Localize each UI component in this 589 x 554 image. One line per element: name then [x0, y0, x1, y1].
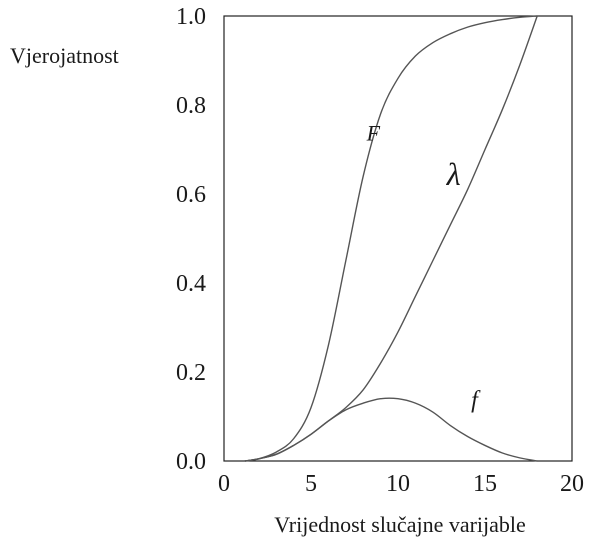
curve-label: f [471, 388, 481, 414]
x-tick-label: 0 [218, 471, 230, 497]
y-tick-label: 0.4 [176, 271, 206, 297]
x-tick-label: 5 [305, 471, 317, 497]
y-tick-label: 0.2 [176, 360, 206, 386]
curve-label: F [366, 121, 381, 146]
y-axis-title: Vjerojatnost [10, 43, 119, 68]
series-line-1 [244, 15, 538, 462]
series-line-3 [244, 397, 538, 462]
curve-label: λ [446, 156, 461, 192]
ticks-layer: 0 5 10 15 20 0.0 0.2 0.4 0.6 0.8 1.0 [176, 4, 584, 497]
x-tick-label: 15 [473, 471, 497, 497]
y-tick-label: 0.8 [176, 93, 206, 119]
y-tick-label: 1.0 [176, 4, 206, 30]
x-axis-title: Vrijednost slučajne varijable [274, 512, 526, 537]
x-tick-label: 10 [386, 471, 410, 497]
y-tick-label: 0.0 [176, 449, 206, 475]
series-line-2 [244, 15, 538, 462]
y-tick-label: 0.6 [176, 182, 206, 208]
x-tick-label: 20 [560, 471, 584, 497]
curve-labels-layer: Fλ f [366, 121, 481, 414]
plot-frame [223, 15, 573, 462]
curves-layer [244, 15, 538, 462]
